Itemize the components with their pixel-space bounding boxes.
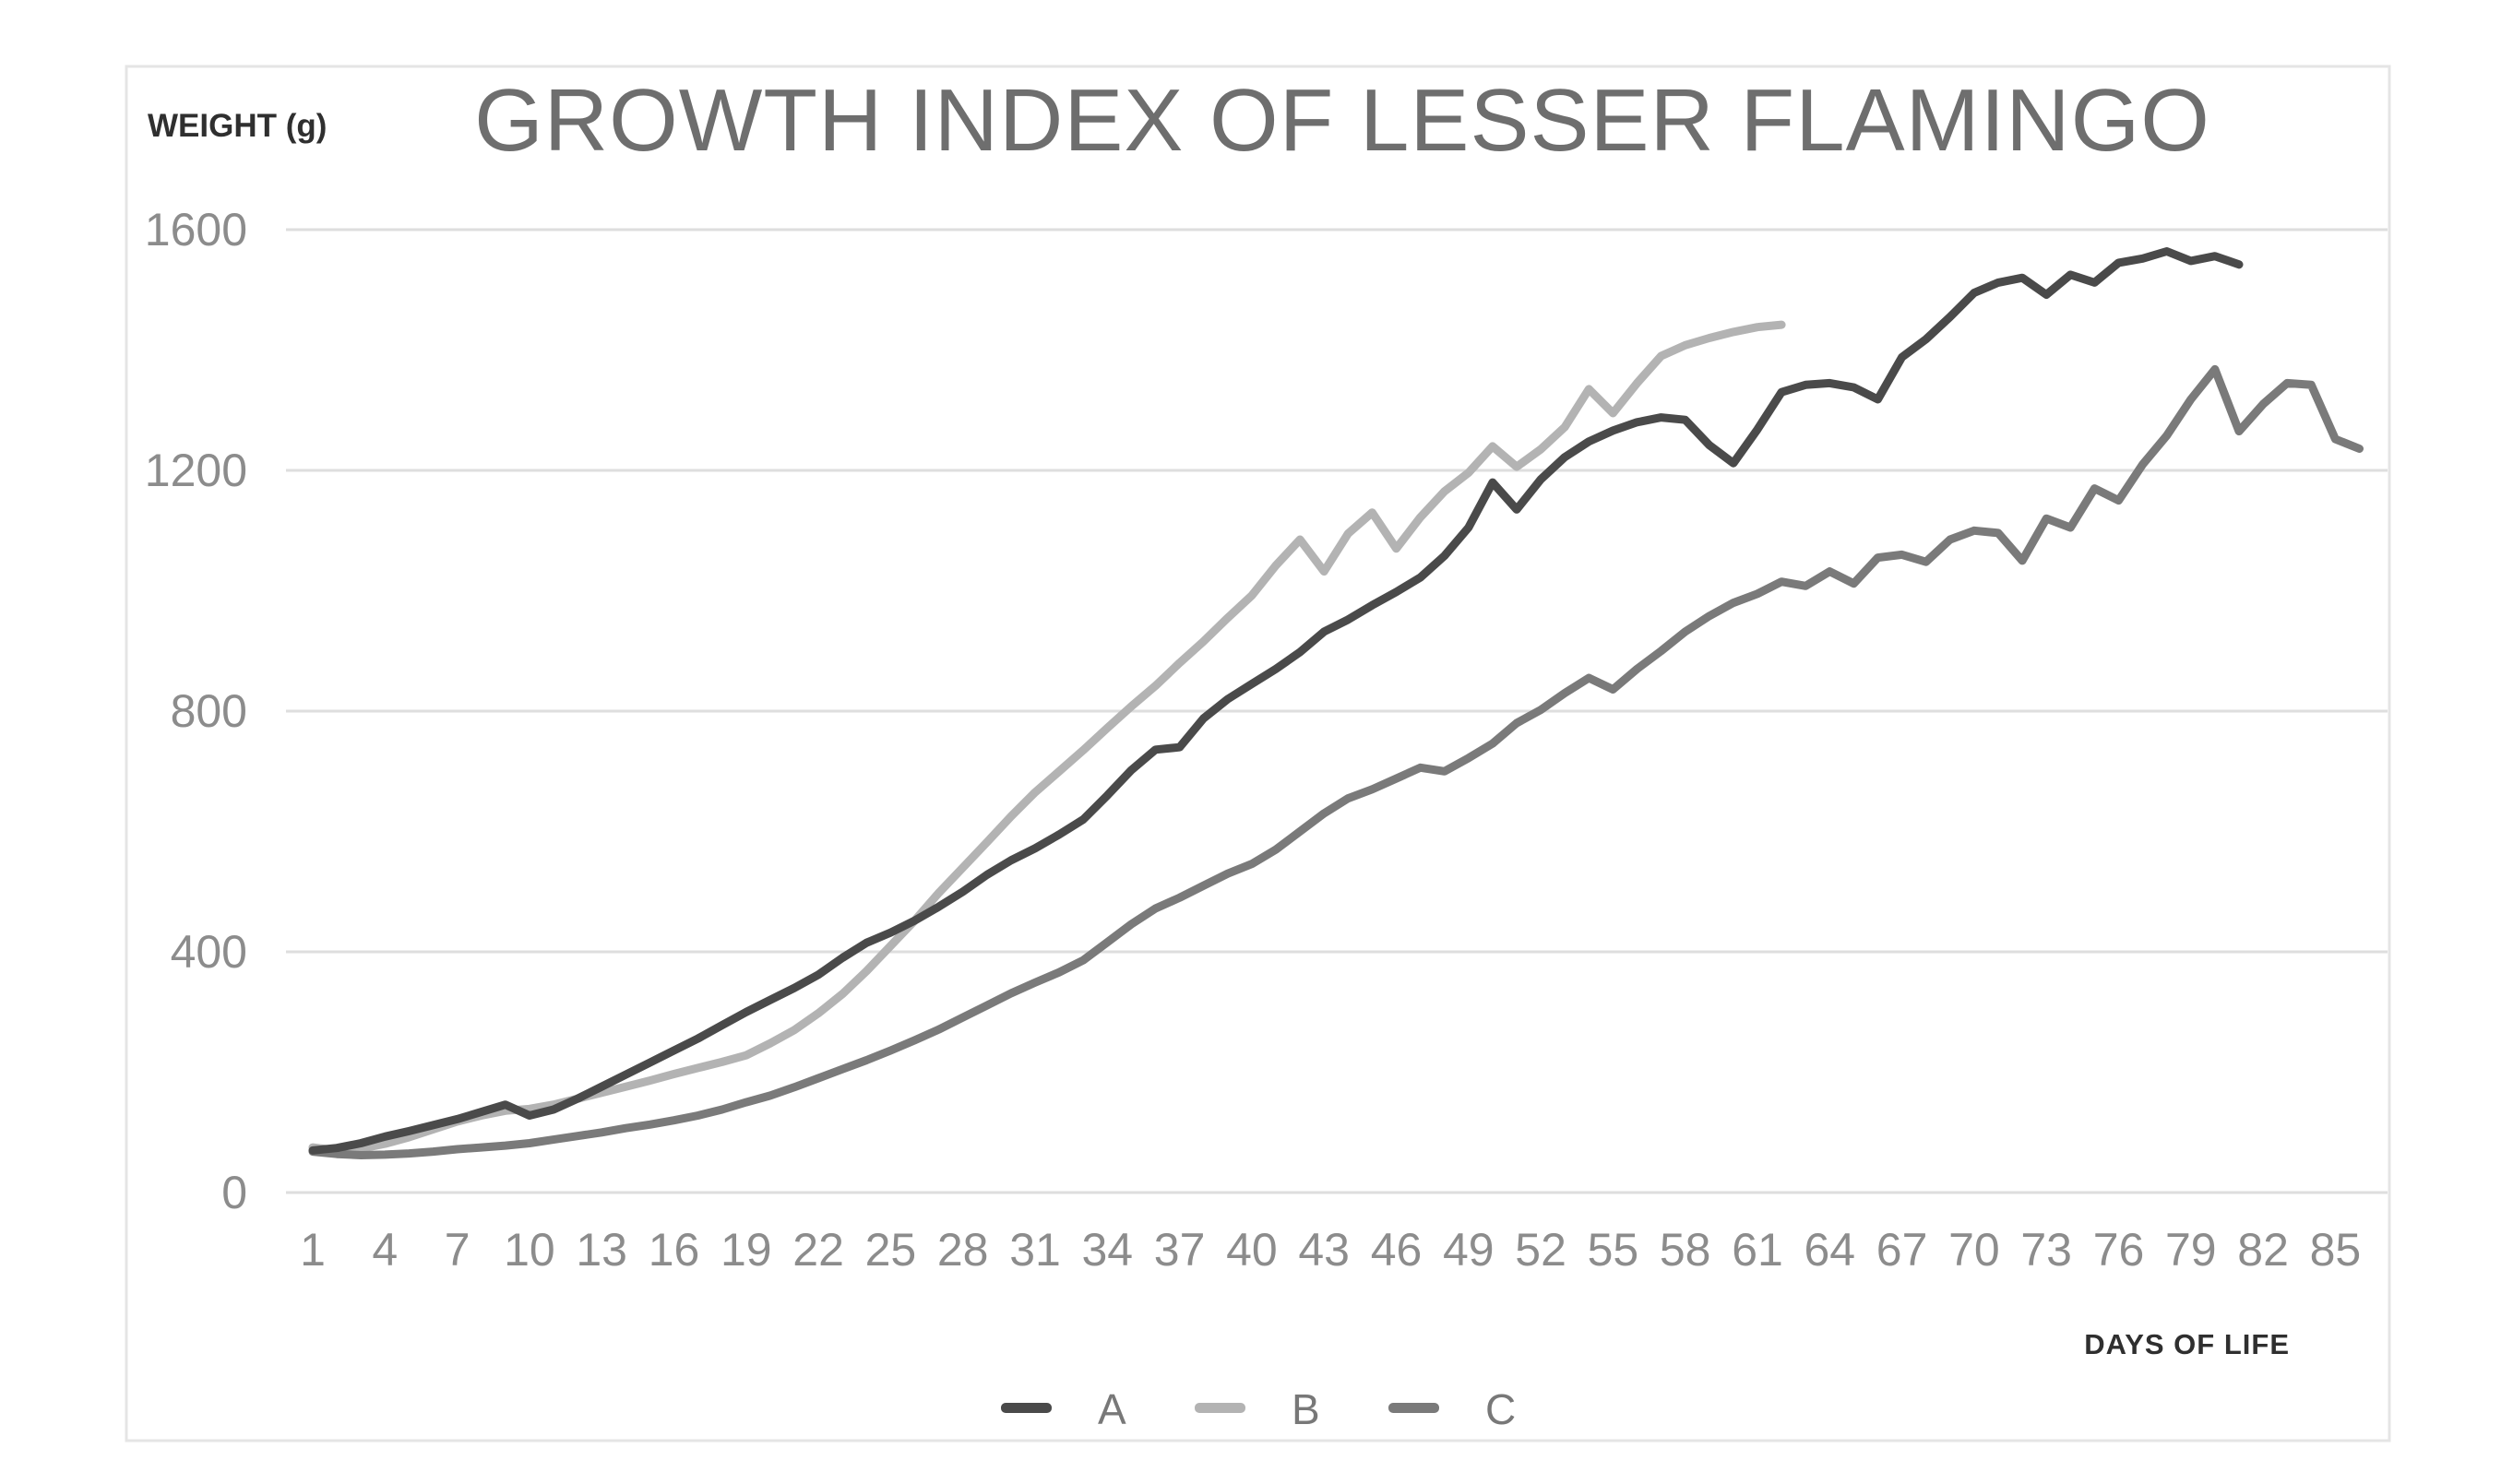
y-tick-label-400: 400 (171, 926, 247, 978)
x-tick-label-16: 16 (649, 1224, 700, 1276)
x-tick-label-40: 40 (1226, 1224, 1278, 1276)
x-tick-label-7: 7 (445, 1224, 470, 1276)
x-tick-label-31: 31 (1009, 1224, 1061, 1276)
x-tick-label-13: 13 (576, 1224, 627, 1276)
x-tick-label-73: 73 (2020, 1224, 2072, 1276)
x-tick-label-19: 19 (721, 1224, 772, 1276)
x-tick-label-70: 70 (1948, 1224, 2000, 1276)
legend-swatch-a-icon (1001, 1403, 1052, 1413)
y-axis-title: WEIGHT (g) (148, 108, 327, 144)
x-tick-label-46: 46 (1371, 1224, 1423, 1276)
legend-item-c: C (1388, 1385, 1516, 1433)
x-tick-label-34: 34 (1081, 1224, 1133, 1276)
y-tick-label-1200: 1200 (145, 445, 247, 496)
x-tick-label-52: 52 (1515, 1224, 1566, 1276)
x-axis-title: DAYS OF LIFE (2084, 1328, 2290, 1360)
x-tick-label-58: 58 (1660, 1224, 1711, 1276)
chart-frame (125, 65, 2391, 1442)
x-tick-label-4: 4 (372, 1224, 398, 1276)
x-tick-label-79: 79 (2165, 1224, 2217, 1276)
x-tick-label-67: 67 (1876, 1224, 1928, 1276)
x-axis-tick-labels: 1 4 7 10 13 16 19 22 25 28 31 34 37 40 43 46 49 52 55 58 61 6… (300, 1224, 2361, 1276)
x-tick-label-49: 49 (1443, 1224, 1495, 1276)
y-tick-label-1600: 1600 (145, 204, 247, 255)
x-tick-label-85: 85 (2310, 1224, 2362, 1276)
x-tick-label-22: 22 (792, 1224, 844, 1276)
x-tick-label-61: 61 (1732, 1224, 1783, 1276)
y-axis-tick-labels: 0 400 800 1200 1600 (145, 204, 247, 1218)
x-tick-label-43: 43 (1298, 1224, 1350, 1276)
legend-item-a: A (1001, 1385, 1126, 1433)
x-tick-label-10: 10 (504, 1224, 555, 1276)
x-tick-label-25: 25 (865, 1224, 917, 1276)
legend-label-c: C (1485, 1385, 1516, 1433)
series-c-line (308, 364, 2364, 1159)
x-tick-label-64: 64 (1804, 1224, 1855, 1276)
x-tick-label-28: 28 (937, 1224, 989, 1276)
legend-label-b: B (1292, 1385, 1320, 1433)
legend: A B C (1001, 1385, 1516, 1433)
series-b-line (308, 320, 1786, 1155)
legend-swatch-b-icon (1195, 1403, 1245, 1413)
x-tick-label-82: 82 (2237, 1224, 2289, 1276)
legend-item-b: B (1195, 1385, 1320, 1433)
chart-title: GROWTH INDEX OF LESSER FLAMINGO (474, 71, 2210, 170)
x-tick-label-76: 76 (2093, 1224, 2145, 1276)
x-tick-label-1: 1 (300, 1224, 326, 1276)
legend-label-a: A (1098, 1385, 1126, 1433)
y-tick-label-0: 0 (221, 1167, 247, 1218)
y-tick-label-800: 800 (171, 685, 247, 737)
series-a-line (308, 247, 2244, 1155)
x-tick-label-37: 37 (1154, 1224, 1206, 1276)
x-tick-label-55: 55 (1588, 1224, 1639, 1276)
gridlines (286, 228, 2388, 1194)
legend-swatch-c-icon (1388, 1403, 1439, 1413)
series-lines (308, 247, 2364, 1159)
